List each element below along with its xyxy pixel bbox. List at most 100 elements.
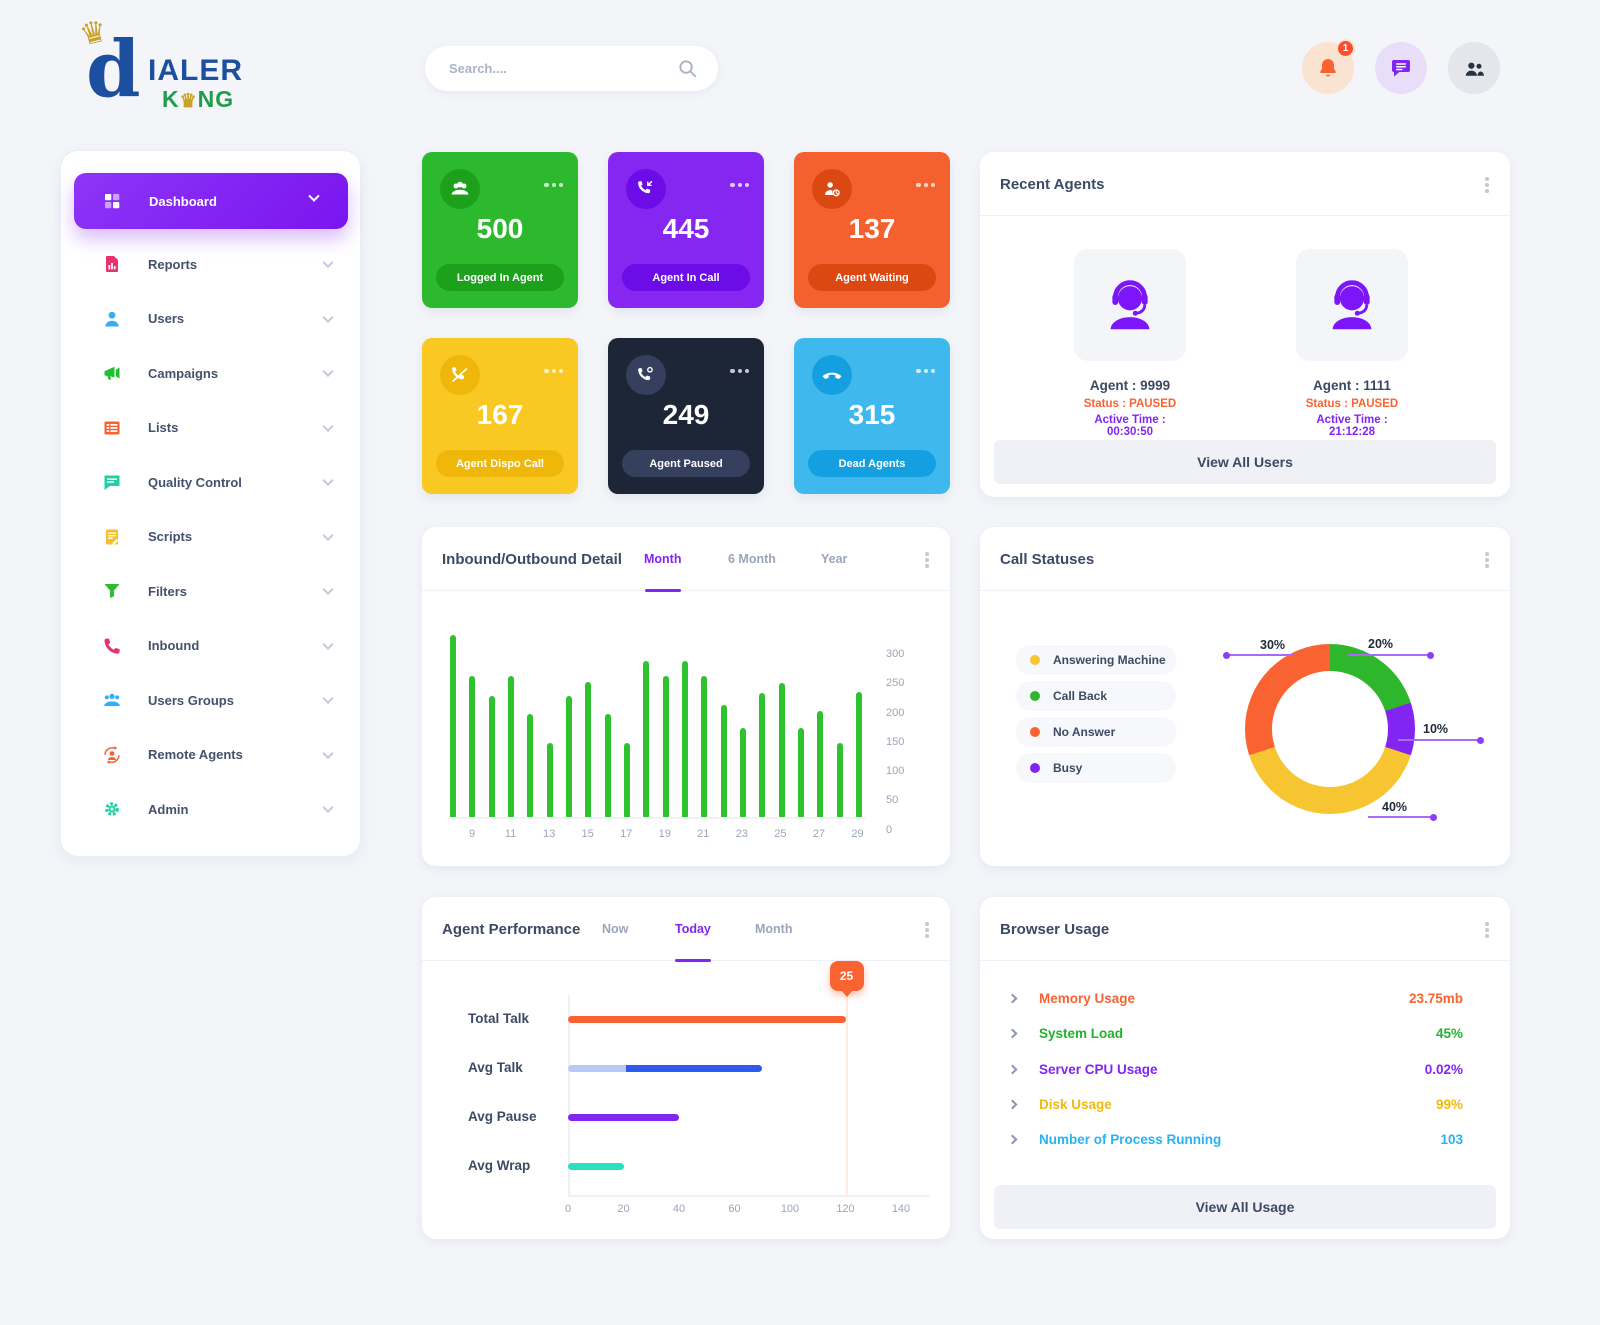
tab-month[interactable]: Month <box>755 922 793 936</box>
x-tick-label: 9 <box>468 828 476 840</box>
stat-card-agent-in-call: 445 Agent In Call <box>608 152 764 308</box>
usage-row-memory[interactable]: Memory Usage 23.75mb <box>980 981 1510 1016</box>
phone-down-icon <box>812 355 852 395</box>
legend-busy[interactable]: Busy <box>1016 753 1176 783</box>
card-menu-dots[interactable] <box>544 183 563 188</box>
sidebar-item-inbound[interactable]: Inbound <box>61 619 360 674</box>
legend-call-back[interactable]: Call Back <box>1016 681 1176 711</box>
view-all-users-button[interactable]: View All Users <box>994 440 1496 484</box>
sidebar-item-admin[interactable]: Admin <box>61 782 360 837</box>
agent-sync-icon <box>104 746 120 764</box>
usage-row-system-load[interactable]: System Load 45% <box>980 1016 1510 1051</box>
perf-category-label: Avg Talk <box>468 1060 523 1075</box>
y-axis-line <box>568 995 570 1196</box>
card-menu-dots[interactable] <box>544 369 563 374</box>
chevron-down-icon <box>322 311 334 323</box>
inout-bar-chart <box>450 618 862 818</box>
usage-row-cpu[interactable]: Server CPU Usage 0.02% <box>980 1052 1510 1087</box>
brand-logo[interactable]: ♛ d IALER K♛NG <box>76 14 338 124</box>
legend-answering-machine[interactable]: Answering Machine <box>1016 645 1176 675</box>
chevron-down-icon <box>322 529 334 541</box>
call-statuses-panel: Call Statuses Answering Machine Call Bac… <box>980 527 1510 866</box>
card-menu-dots[interactable] <box>916 183 935 188</box>
x-tick-label: 40 <box>672 1203 686 1215</box>
chevron-down-icon <box>322 692 334 705</box>
dashboard-grid-icon <box>105 194 120 209</box>
y-tick-label: 0 <box>886 823 893 836</box>
stat-card-agent-dispo-call: 167 Agent Dispo Call <box>422 338 578 494</box>
search-input[interactable] <box>449 46 669 91</box>
donut-callout-line <box>1223 651 1293 659</box>
donut-percent-label: 30% <box>1260 638 1286 652</box>
usage-value: 99% <box>1435 1097 1463 1113</box>
card-menu-dots[interactable] <box>730 369 749 374</box>
chevron-down-icon <box>322 256 334 269</box>
inout-bar <box>469 675 476 818</box>
donut-callout-line <box>1368 813 1437 821</box>
tab-now[interactable]: Now <box>602 922 629 936</box>
stat-value: 315 <box>848 399 896 430</box>
legend-dot <box>1030 655 1040 665</box>
y-tick-label: 250 <box>886 677 905 690</box>
y-tick-label: 150 <box>886 735 905 748</box>
notifications-button[interactable]: 1 <box>1302 39 1355 94</box>
agent-active-time: Active Time : 21:12:28 <box>1316 414 1388 438</box>
agent-card: Agent : 9999 Status : PAUSED Active Time… <box>1074 249 1186 438</box>
sidebar-item-campaigns[interactable]: Campaigns <box>61 346 360 401</box>
tab-6-month[interactable]: 6 Month <box>728 552 776 566</box>
phone-paused-icon <box>626 355 666 395</box>
tab-month[interactable]: Month <box>644 552 682 566</box>
sidebar-item-dashboard[interactable]: Dashboard <box>74 173 348 229</box>
inout-bar <box>585 681 592 818</box>
report-document-icon <box>106 256 118 273</box>
phone-icon <box>104 638 120 654</box>
inout-bar <box>817 710 824 818</box>
usage-value: 0.02% <box>1424 1061 1463 1077</box>
megaphone-icon <box>104 367 120 381</box>
legend-dot <box>1030 691 1040 701</box>
panel-menu-kebab-icon[interactable] <box>1483 175 1491 195</box>
view-all-usage-button[interactable]: View All Usage <box>994 1185 1496 1229</box>
sidebar-item-reports[interactable]: Reports <box>61 237 360 292</box>
sidebar-item-scripts[interactable]: Scripts <box>61 510 360 565</box>
agent-name: Agent : 1111 <box>1312 378 1392 393</box>
usage-row-processes[interactable]: Number of Process Running 103 <box>980 1122 1510 1157</box>
sidebar-item-remote-agents[interactable]: Remote Agents <box>61 728 360 783</box>
chevron-right-icon <box>1007 1099 1018 1110</box>
legend-no-answer[interactable]: No Answer <box>1016 717 1176 747</box>
search-bar <box>425 46 718 91</box>
usage-row-disk[interactable]: Disk Usage 99% <box>980 1087 1510 1122</box>
panel-menu-kebab-icon[interactable] <box>1483 920 1491 940</box>
messages-button[interactable] <box>1375 42 1427 94</box>
phone-incoming-icon <box>626 169 666 209</box>
script-note-icon <box>106 529 119 545</box>
sidebar-item-users-groups[interactable]: Users Groups <box>61 673 360 728</box>
sidebar-item-quality-control[interactable]: Quality Control <box>61 455 360 510</box>
bell-icon <box>1320 59 1336 77</box>
stat-label: Dead Agents <box>808 450 936 477</box>
panel-title: Agent Performance <box>442 921 581 938</box>
x-tick-label: 20 <box>617 1203 630 1215</box>
sidebar: Dashboard Reports Users Campaigns Lists <box>60 150 361 857</box>
sidebar-item-lists[interactable]: Lists <box>61 401 360 456</box>
search-icon[interactable] <box>677 58 698 84</box>
panel-menu-kebab-icon[interactable] <box>923 550 931 570</box>
donut-percent-label: 20% <box>1368 637 1394 651</box>
tab-year[interactable]: Year <box>821 552 848 566</box>
panel-menu-kebab-icon[interactable] <box>923 920 931 940</box>
agent-performance-panel: Agent Performance Now Today Month Total … <box>422 897 950 1239</box>
agent-avatar <box>1074 249 1186 361</box>
chevron-down-icon <box>308 190 320 202</box>
sidebar-item-users[interactable]: Users <box>61 292 360 347</box>
people-group-icon <box>104 693 120 707</box>
card-menu-dots[interactable] <box>916 369 935 374</box>
tab-today[interactable]: Today <box>675 922 711 936</box>
sidebar-item-filters[interactable]: Filters <box>61 564 360 619</box>
panel-header: Call Statuses <box>980 527 1510 591</box>
contacts-button[interactable] <box>1448 42 1500 94</box>
card-menu-dots[interactable] <box>730 183 749 188</box>
x-tick-label: 13 <box>542 828 556 840</box>
panel-menu-kebab-icon[interactable] <box>1483 550 1491 570</box>
perf-bar-total-talk <box>568 1015 846 1023</box>
stat-value: 445 <box>662 213 710 244</box>
